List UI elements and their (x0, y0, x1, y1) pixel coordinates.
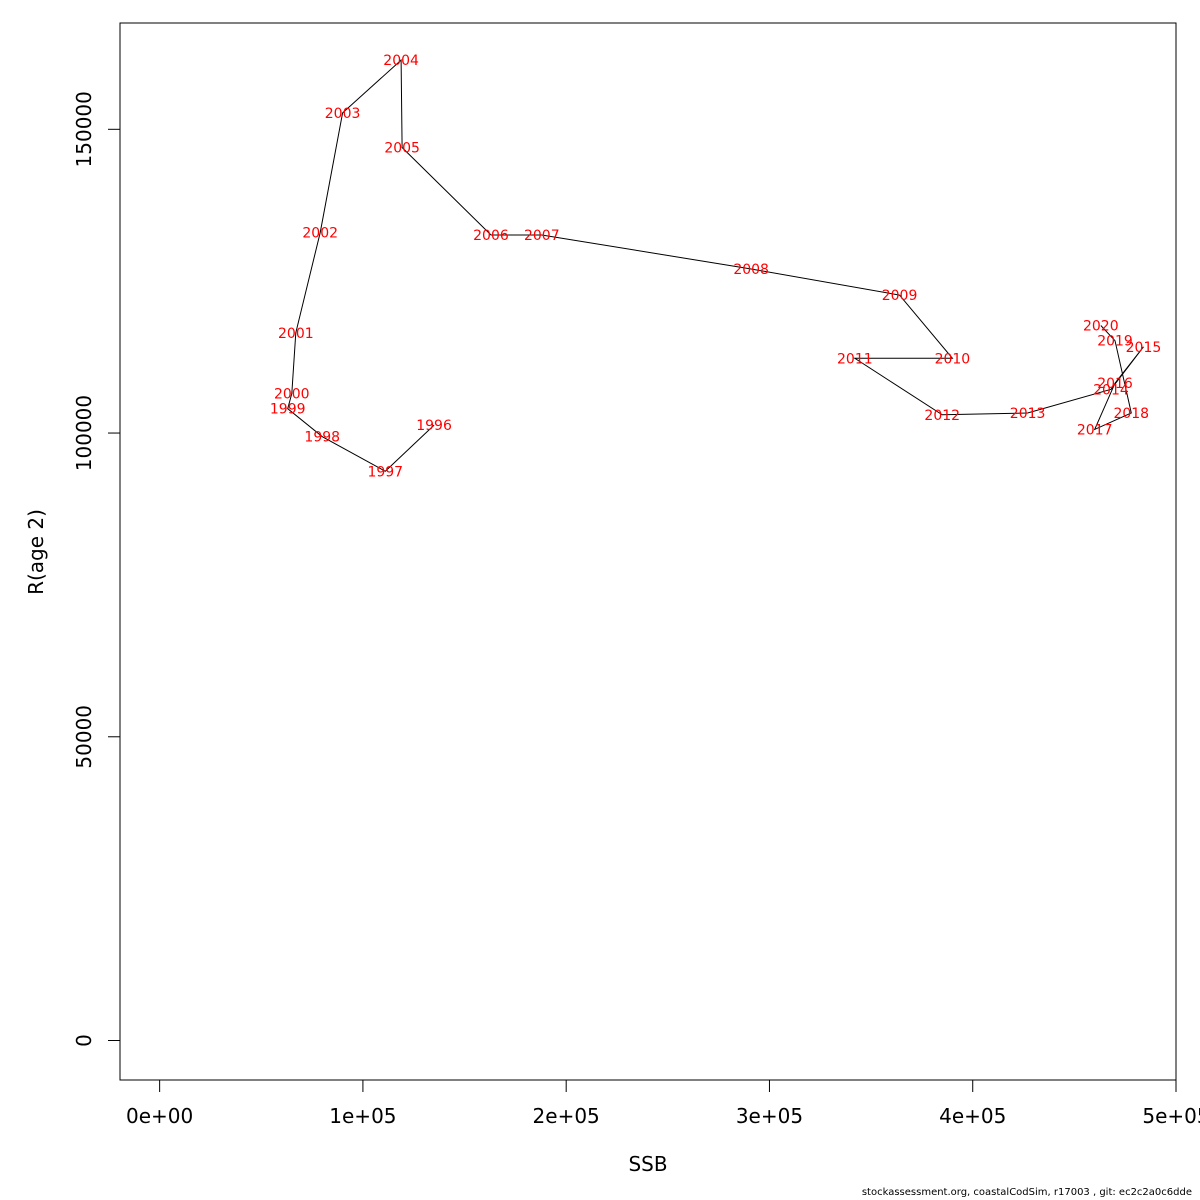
y-tick-label: 100000 (72, 395, 96, 471)
x-axis-title: SSB (628, 1152, 667, 1176)
x-tick-label: 2e+05 (533, 1104, 600, 1128)
y-axis-title: R(age 2) (24, 509, 48, 595)
point-label: 1998 (304, 430, 340, 446)
footer-credit: stockassessment.org, coastalCodSim, r170… (861, 1187, 1192, 1198)
point-label: 2013 (1010, 406, 1046, 422)
x-tick-label: 4e+05 (939, 1104, 1006, 1128)
x-tick-label: 0e+00 (126, 1104, 193, 1128)
point-label: 2007 (524, 228, 560, 244)
point-label: 2001 (278, 326, 314, 342)
point-label: 2004 (383, 53, 419, 69)
y-tick-label: 0 (72, 1034, 96, 1047)
y-tick-label: 150000 (72, 91, 96, 167)
point-label: 1999 (270, 402, 306, 418)
series-line (287, 58, 1144, 472)
point-label: 2006 (473, 228, 509, 244)
point-label: 2002 (302, 226, 338, 242)
point-label: 2005 (384, 141, 420, 157)
point-label: 2003 (325, 106, 361, 122)
point-label: 1996 (416, 418, 452, 434)
point-label: 2000 (274, 387, 310, 403)
point-label: 2010 (935, 351, 971, 367)
point-label: 1997 (367, 464, 403, 480)
point-label: 2012 (924, 408, 960, 424)
x-tick-label: 3e+05 (736, 1104, 803, 1128)
point-label: 2019 (1097, 334, 1133, 350)
y-axis: 0 50000 100000 150000 (72, 91, 121, 1047)
point-label: 2017 (1077, 422, 1113, 438)
point-label: 2018 (1113, 406, 1149, 422)
point-label: 2014 (1093, 382, 1129, 398)
point-label: 2016 (1097, 376, 1133, 392)
y-tick-label: 50000 (72, 705, 96, 769)
x-tick-label: 1e+05 (329, 1104, 396, 1128)
point-label: 2020 (1083, 319, 1119, 335)
x-axis: 0e+00 1e+05 2e+05 3e+05 4e+05 5e+05 (126, 1079, 1200, 1128)
point-label: 2009 (882, 288, 918, 304)
point-label: 2008 (733, 262, 769, 278)
point-label: 2015 (1126, 340, 1162, 356)
x-tick-label: 5e+05 (1142, 1104, 1200, 1128)
point-label: 2011 (837, 351, 873, 367)
plot-frame (119, 22, 1177, 1081)
